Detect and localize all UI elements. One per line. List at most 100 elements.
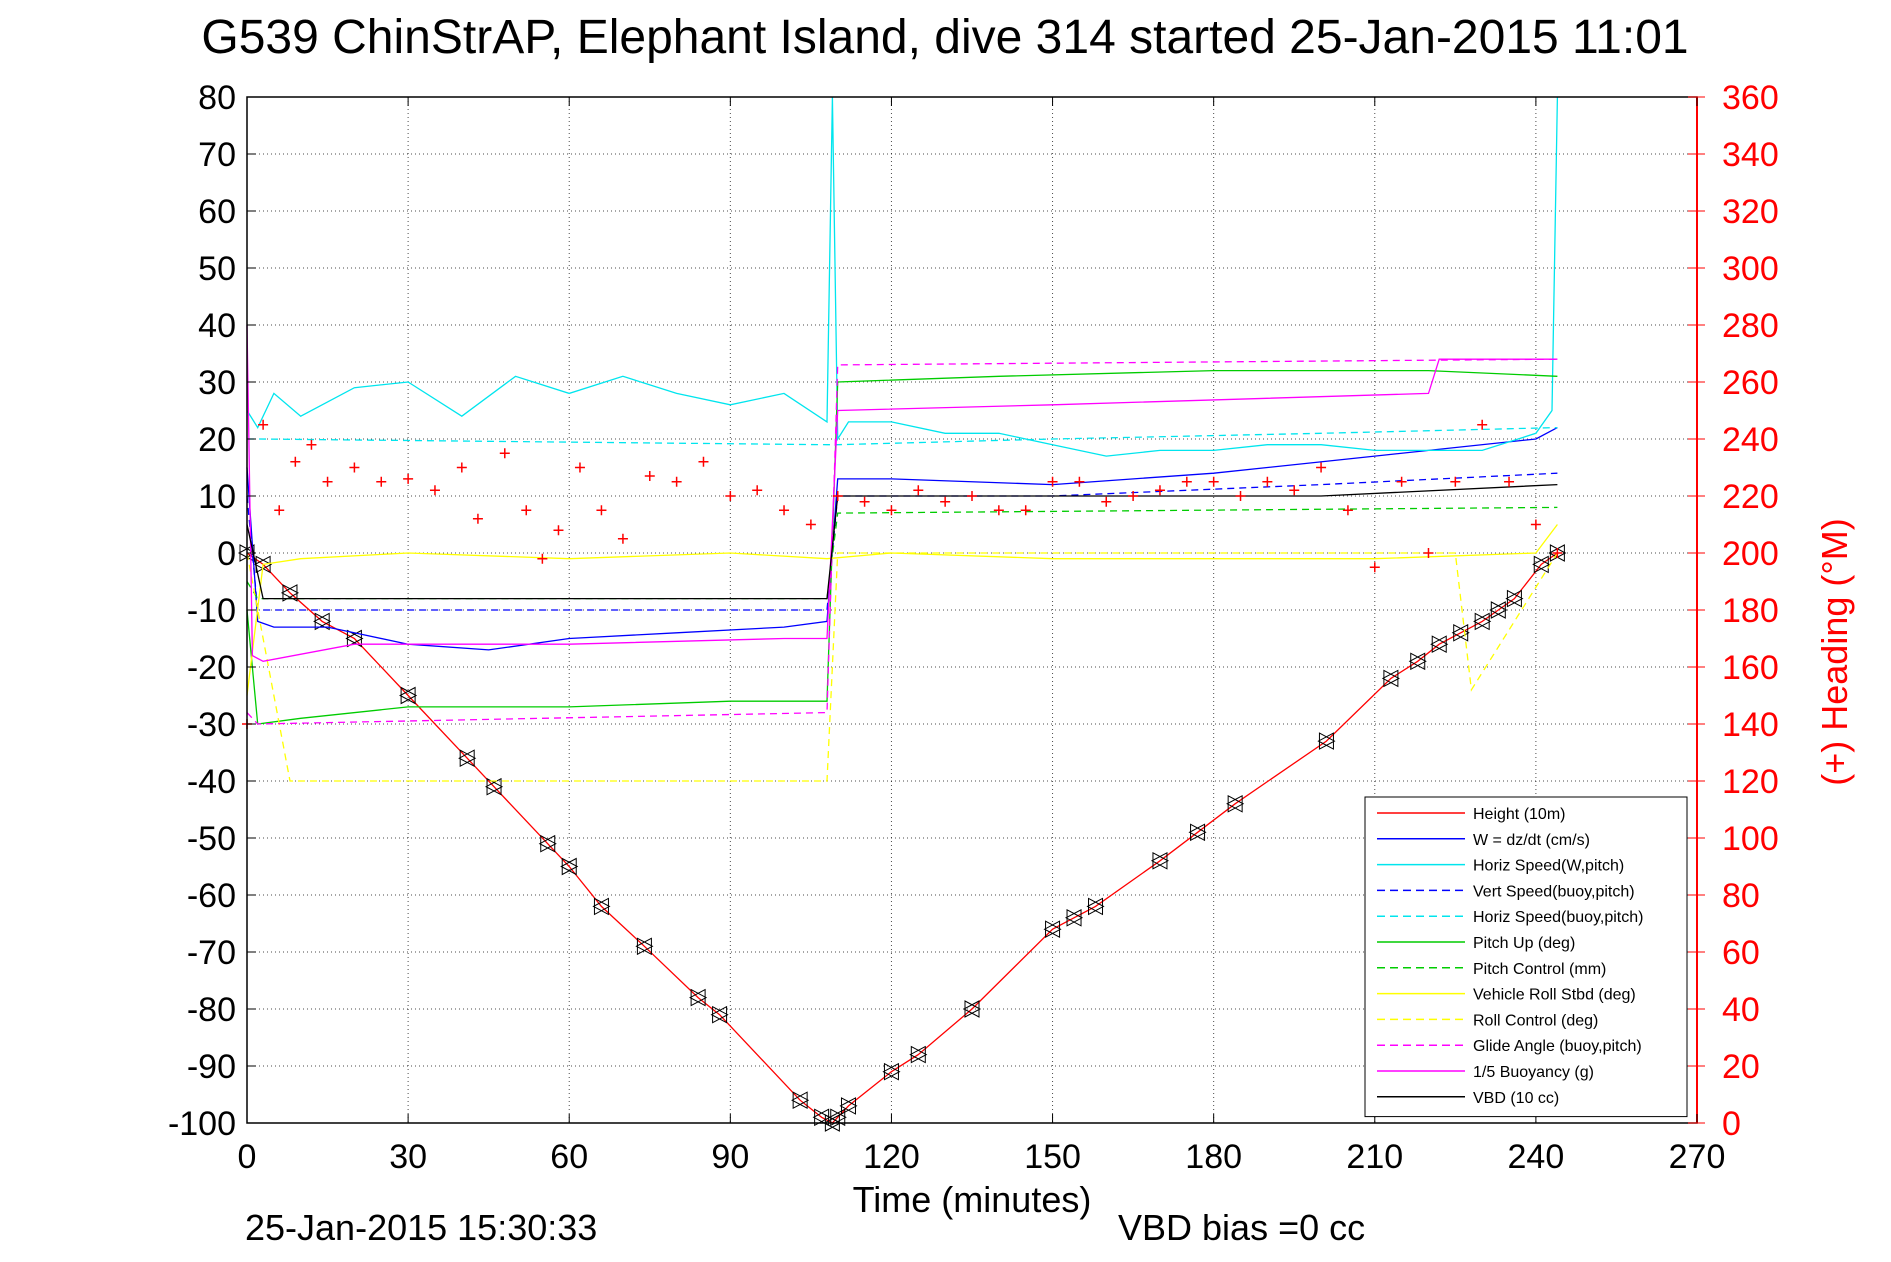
heading-point (1262, 476, 1273, 487)
grid (247, 97, 1697, 1123)
marker-left (458, 749, 475, 768)
marker-left (280, 584, 298, 602)
series-line (246, 524, 1558, 696)
marker-left (828, 1108, 846, 1127)
y-tick-label: 10 (198, 478, 236, 516)
series-vbd-10-cc (246, 483, 1558, 600)
heading-point (644, 471, 655, 482)
heading-point (258, 419, 269, 430)
x-tick-label: 30 (389, 1138, 427, 1176)
marker-left (882, 1062, 899, 1081)
heading-point (1477, 419, 1488, 430)
marker-left (399, 686, 416, 705)
series-horiz-speed-w-pitch (246, 96, 1559, 457)
heading-point (859, 496, 870, 507)
marker-left (1408, 652, 1426, 671)
series-line (247, 426, 1558, 446)
heading-point (1020, 505, 1031, 516)
legend-box (1364, 796, 1688, 1118)
legend-label: VBD (10 cc) (1473, 1090, 1559, 1107)
y-tick-label: -20 (187, 649, 236, 687)
y-tick-label: 0 (217, 535, 236, 573)
marker-left (710, 1005, 728, 1024)
y2-tick-label: 360 (1722, 79, 1779, 117)
heading-point (403, 473, 414, 484)
heading-point (940, 496, 951, 507)
y-tick-label: -70 (187, 934, 236, 972)
y-tick-label: -40 (187, 763, 236, 801)
heading-point (521, 505, 532, 516)
legend-label: Vert Speed(buoy,pitch) (1473, 883, 1635, 900)
heading-point (290, 456, 301, 467)
series-line (246, 324, 1558, 662)
y2-tick-label: 340 (1722, 136, 1779, 174)
heading-point (617, 533, 628, 544)
x-tick-label: 90 (711, 1138, 749, 1176)
series-pitch-up-deg (246, 369, 1558, 725)
series-line (246, 96, 1559, 457)
y2-tick-label: 240 (1722, 421, 1779, 459)
heading-point (456, 462, 467, 473)
heading-point (1450, 476, 1461, 487)
heading-point (306, 439, 317, 450)
x-tick-label: 150 (1024, 1138, 1081, 1176)
series-roll-control-deg (246, 552, 1558, 782)
heading-point (1047, 476, 1058, 487)
y-tick-label: -60 (187, 877, 236, 915)
marker-left (1532, 555, 1549, 574)
series-horiz-speed-buoy-pitch (247, 426, 1558, 446)
y2-tick-label: 280 (1722, 307, 1779, 345)
y-tick-label: -10 (187, 592, 236, 630)
marker-left (1489, 601, 1506, 619)
heading-point (698, 456, 709, 467)
y2-tick-label: 0 (1722, 1105, 1741, 1143)
y-tick-label: 70 (198, 136, 236, 174)
x-tick-label: 180 (1185, 1138, 1242, 1176)
heading-point (1074, 476, 1085, 487)
legend-label: Horiz Speed(buoy,pitch) (1473, 909, 1643, 926)
marker-left (1430, 635, 1447, 654)
footer-vbd-bias: VBD bias =0 cc (1118, 1207, 1365, 1248)
heading-point (322, 476, 333, 487)
series-height-10m (237, 544, 1567, 1132)
heading-point (1342, 505, 1353, 516)
x-tick-label: 60 (550, 1138, 588, 1176)
heading-point (1128, 491, 1139, 501)
heading-point (1369, 562, 1380, 573)
marker-left (1473, 612, 1490, 631)
heading-point (574, 462, 585, 473)
y2-tick-label: 220 (1722, 478, 1779, 516)
y2-tick-label: 160 (1722, 649, 1779, 687)
marker-left (1226, 794, 1243, 813)
marker-left (791, 1091, 808, 1110)
heading-point (1208, 476, 1219, 487)
y-tick-label: -30 (187, 706, 236, 744)
series-w-dz-dt-cm-s (246, 427, 1558, 651)
series-heading (242, 419, 1563, 729)
y2-tick-label: 40 (1722, 991, 1760, 1029)
x-tick-label: 120 (863, 1138, 920, 1176)
y-tick-label: -90 (187, 1048, 236, 1086)
y2-tick-label: 100 (1722, 820, 1779, 858)
heading-point (274, 505, 285, 516)
y-tick-label: 60 (198, 193, 236, 231)
heading-point (832, 491, 843, 501)
marker-left (592, 897, 609, 916)
y-axis-left: 80 70 60 50 40 30 20 10 0 -10 -20 -30 -40 -50 -60 -70 -8… (168, 79, 256, 1143)
legend-label: Glide Angle (buoy,pitch) (1473, 1038, 1642, 1055)
y2-tick-label: 200 (1722, 535, 1779, 573)
y2-tick-label: 180 (1722, 592, 1779, 630)
y2-tick-label: 140 (1722, 706, 1779, 744)
marker-left (345, 629, 362, 648)
series-vehicle-roll-stbd-deg (246, 524, 1558, 696)
marker-left (1381, 669, 1399, 688)
heading-point (1154, 485, 1165, 496)
y-tick-label: 40 (198, 307, 236, 345)
y2-tick-label: 120 (1722, 763, 1779, 801)
marker-left (313, 612, 330, 631)
marker-left (560, 857, 577, 876)
heading-point (1235, 491, 1246, 501)
series-line (246, 369, 1558, 725)
marker-left (1150, 851, 1168, 870)
y-tick-label: -100 (168, 1105, 236, 1143)
